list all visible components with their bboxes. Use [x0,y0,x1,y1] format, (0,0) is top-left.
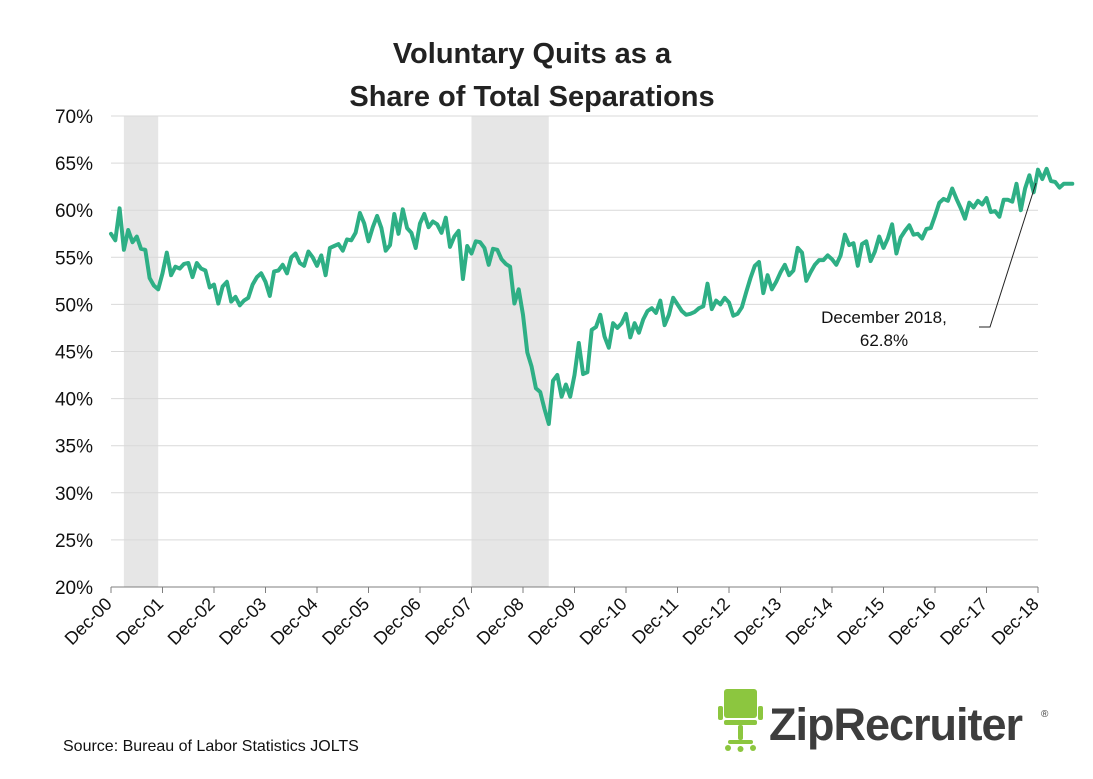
x-tick-label: Dec-01 [112,594,167,649]
y-axis: 20% 25% 30% 35% 40% 45% 50% 55% 60% 65% 70% [55,107,93,599]
y-tick-label: 20% [55,578,93,599]
y-tick-label: 45% [55,343,93,364]
annotation-text-line-1: December 2018, [821,308,947,327]
brand-name: ZipRecruiter [769,699,1023,750]
source-note: Source: Bureau of Labor Statistics JOLTS [63,738,359,755]
annotation-text-line-2: 62.8% [860,331,908,350]
x-tick-label: Dec-05 [318,594,373,649]
x-tick-label: Dec-03 [215,594,270,649]
x-tick-label: Dec-06 [370,594,425,649]
x-tick-label: Dec-11 [628,594,682,648]
gridlines [111,115,1038,541]
registered-mark: ® [1041,709,1049,720]
annotation-leader-line [979,182,1037,328]
office-chair-icon [718,689,763,752]
y-tick-label: 55% [55,248,93,269]
x-axis: Dec-00Dec-01Dec-02Dec-03Dec-04Dec-05Dec-… [61,586,1043,649]
x-tick-label: Dec-16 [885,594,940,649]
y-tick-label: 70% [55,107,93,128]
series-layer [109,166,1075,426]
x-tick-label: Dec-04 [267,594,322,649]
x-tick-label: Dec-02 [164,594,219,649]
x-tick-label: Dec-18 [988,594,1043,649]
y-tick-label: 60% [55,201,93,222]
x-tick-label: Dec-08 [473,594,528,649]
x-tick-label: Dec-09 [524,594,579,649]
y-tick-label: 65% [55,154,93,175]
x-tick-label: Dec-12 [679,594,734,649]
y-tick-label: 50% [55,295,93,316]
x-tick-label: Dec-14 [782,594,837,649]
x-tick-label: Dec-13 [730,594,785,649]
x-tick-label: Dec-15 [833,594,888,649]
ziprecruiter-logo: ZipRecruiter ® [718,689,1049,752]
y-tick-label: 35% [55,437,93,458]
chart-title: Voluntary Quits as a Share of Total Sepa… [349,38,714,113]
y-tick-label: 40% [55,390,93,411]
x-tick-label: Dec-10 [576,594,631,649]
chart-title-line-1: Voluntary Quits as a [393,38,672,70]
y-tick-label: 30% [55,484,93,505]
y-tick-label: 25% [55,531,93,552]
series-line-1 [109,166,1075,426]
x-tick-label: Dec-00 [61,594,116,649]
chart-title-line-2: Share of Total Separations [349,81,714,113]
annotation: December 2018, 62.8% [821,182,1037,350]
x-tick-label: Dec-17 [936,594,991,649]
x-tick-label: Dec-07 [421,594,476,649]
